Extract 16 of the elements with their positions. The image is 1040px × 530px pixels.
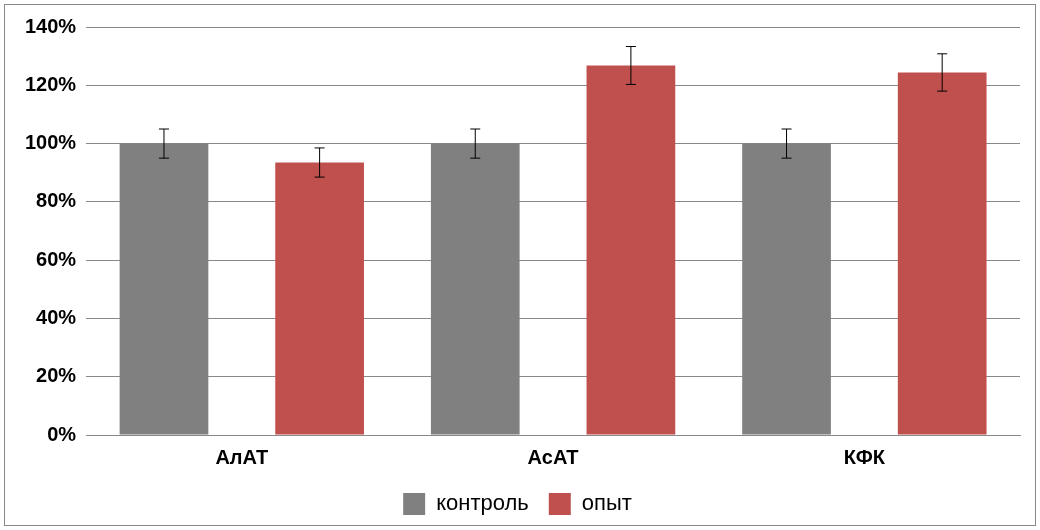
bar [275,162,364,435]
y-tick-label: 60% [36,247,77,270]
y-tick-label: 0% [47,422,77,445]
x-tick-label: АлАТ [215,445,269,468]
y-tick-label: 40% [36,305,77,328]
bar [897,72,987,435]
y-tick-label: 140% [25,14,77,37]
x-tick-label: КФК [843,445,886,468]
y-tick-label: 100% [25,131,77,154]
y-tick-label: 120% [25,72,77,95]
bar [586,65,676,435]
y-tick-label: 80% [36,189,77,212]
y-tick-label: 20% [36,364,77,387]
x-tick-label: АсАТ [527,445,579,468]
legend-label: контроль [436,490,529,516]
legend-label: опыт [581,490,632,516]
